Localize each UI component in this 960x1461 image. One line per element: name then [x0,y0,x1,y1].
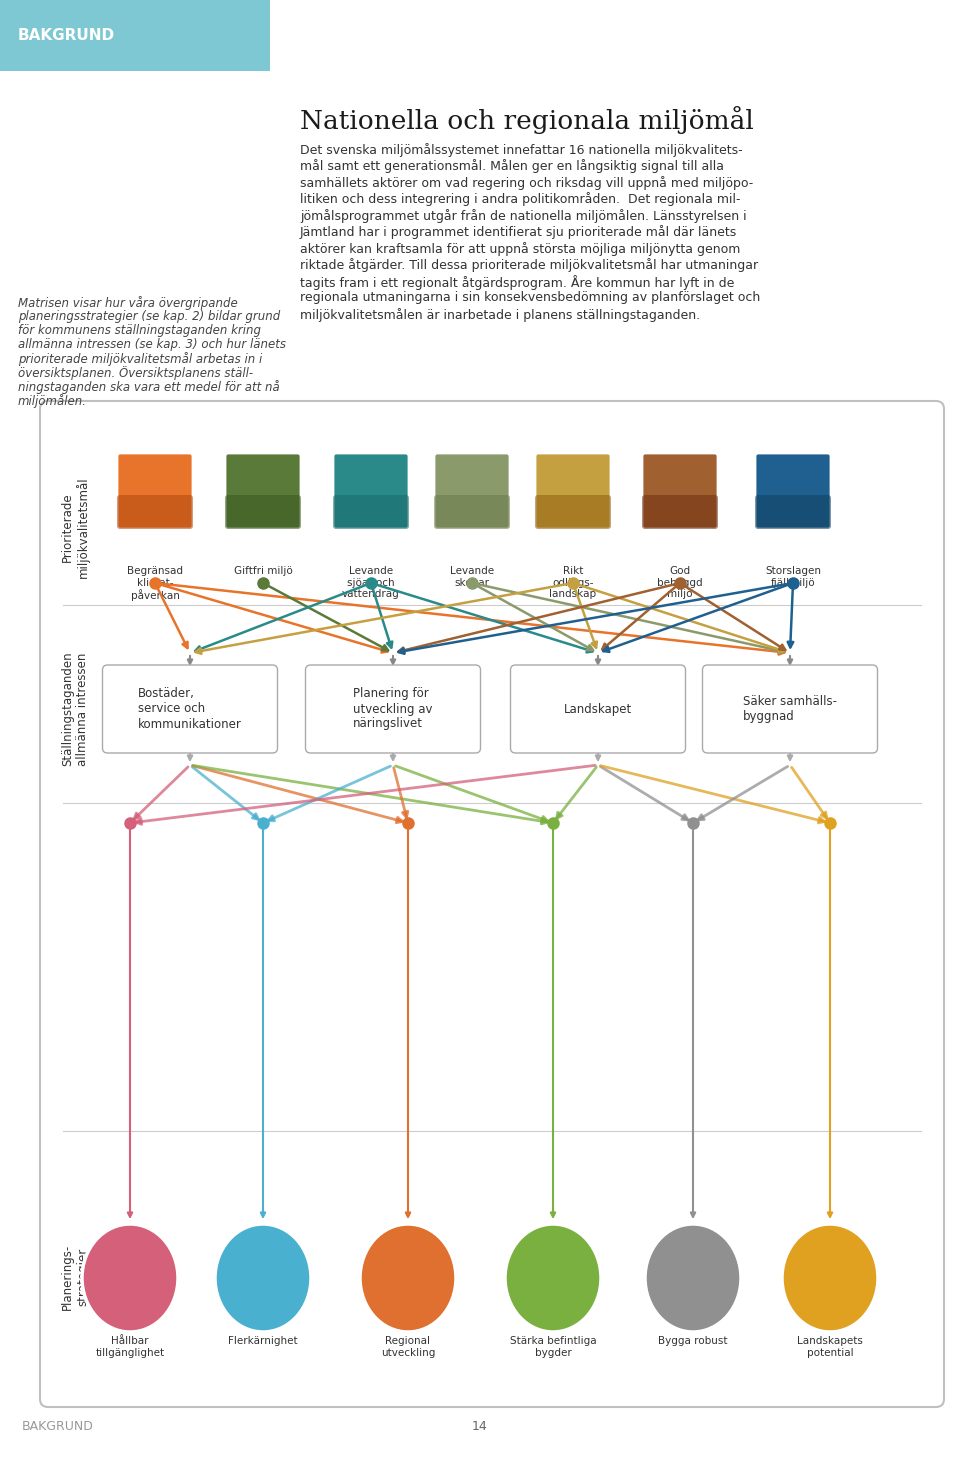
Text: aktörer kan kraftsamla för att uppnå största möjliga miljönytta genom: aktörer kan kraftsamla för att uppnå stö… [300,243,740,256]
Text: tagits fram i ett regionalt åtgärdsprogram. Åre kommun har lyft in de: tagits fram i ett regionalt åtgärdsprogr… [300,275,734,289]
Text: Prioriterade
miljökvalitetsmål: Prioriterade miljökvalitetsmål [60,476,89,577]
FancyBboxPatch shape [434,453,510,529]
Text: mål samt ett generationsmål. Målen ger en långsiktig signal till alla: mål samt ett generationsmål. Målen ger e… [300,159,724,174]
FancyBboxPatch shape [103,665,277,752]
Text: jömålsprogrammet utgår från de nationella miljömålen. Länsstyrelsen i: jömålsprogrammet utgår från de nationell… [300,209,747,224]
Text: Begränsad
klimat-
påverkan: Begränsad klimat- påverkan [127,565,183,602]
Text: regionala utmaningarna i sin konsekvensbedömning av planförslaget och: regionala utmaningarna i sin konsekvensb… [300,292,760,304]
FancyBboxPatch shape [225,453,301,529]
Text: samhällets aktörer om vad regering och riksdag vill uppnå med miljöpo-: samhällets aktörer om vad regering och r… [300,175,754,190]
Text: Ställningstaganden
allmänna intressen: Ställningstaganden allmänna intressen [61,652,89,767]
FancyBboxPatch shape [642,495,718,529]
Ellipse shape [645,1224,741,1332]
Text: Hållbar
tillgänglighet: Hållbar tillgänglighet [95,1335,164,1357]
FancyBboxPatch shape [117,453,193,529]
Text: Bygga robust: Bygga robust [659,1335,728,1346]
Text: BAKGRUND: BAKGRUND [18,28,115,42]
Ellipse shape [82,1224,178,1332]
Text: Stärka befintliga
bygder: Stärka befintliga bygder [510,1335,596,1357]
Text: riktade åtgärder. Till dessa prioriterade miljökvalitetsmål har utmaningar: riktade åtgärder. Till dessa prioriterad… [300,259,758,272]
Text: Giftfri miljö: Giftfri miljö [233,565,293,576]
Text: prioriterade miljökvalitetsmål arbetas in i: prioriterade miljökvalitetsmål arbetas i… [18,352,262,365]
Text: Levande
sjöar och
vattendrag: Levande sjöar och vattendrag [342,565,400,599]
FancyBboxPatch shape [535,453,611,529]
Text: Landskapet: Landskapet [564,703,632,716]
Text: Bostäder,
service och
kommunikationer: Bostäder, service och kommunikationer [138,688,242,730]
Text: Jämtland har i programmet identifierat sju prioriterade mål där länets: Jämtland har i programmet identifierat s… [300,225,737,240]
FancyBboxPatch shape [225,495,301,529]
FancyBboxPatch shape [305,665,481,752]
Text: Landskapets
potential: Landskapets potential [797,1335,863,1357]
Text: Flerkärnighet: Flerkärnighet [228,1335,298,1346]
Text: Levande
skogar: Levande skogar [450,565,494,587]
FancyBboxPatch shape [535,495,611,529]
Text: Nationella och regionala miljömål: Nationella och regionala miljömål [300,107,754,134]
Text: miljökvalitetsmålen är inarbetade i planens ställningstaganden.: miljökvalitetsmålen är inarbetade i plan… [300,308,700,321]
Text: ningstaganden ska vara ett medel för att nå: ningstaganden ska vara ett medel för att… [18,380,279,394]
Text: Rikt
odlings-
landskap: Rikt odlings- landskap [549,565,596,599]
FancyBboxPatch shape [0,0,270,72]
FancyBboxPatch shape [755,495,831,529]
Ellipse shape [360,1224,456,1332]
FancyBboxPatch shape [755,453,831,529]
FancyBboxPatch shape [333,495,409,529]
Text: litiken och dess integrering i andra politikområden.  Det regionala mil-: litiken och dess integrering i andra pol… [300,193,740,206]
FancyBboxPatch shape [642,453,718,529]
Text: Storslagen
fjällmiljö: Storslagen fjällmiljö [765,565,821,587]
Text: God
bebyggd
miljö: God bebyggd miljö [658,565,703,599]
Text: miljömålen.: miljömålen. [18,394,87,408]
Text: Planering för
utveckling av
näringslivet: Planering för utveckling av näringslivet [353,688,433,730]
FancyBboxPatch shape [40,400,944,1407]
FancyBboxPatch shape [434,495,510,529]
Text: allmänna intressen (se kap. 3) och hur länets: allmänna intressen (se kap. 3) och hur l… [18,337,286,351]
Text: översiktsplanen. Översiktsplanens ställ-: översiktsplanen. Översiktsplanens ställ- [18,367,253,380]
Text: för kommunens ställningstaganden kring: för kommunens ställningstaganden kring [18,324,261,337]
Text: 14: 14 [472,1420,488,1433]
FancyBboxPatch shape [703,665,877,752]
FancyBboxPatch shape [333,453,409,529]
Text: Matrisen visar hur våra övergripande: Matrisen visar hur våra övergripande [18,297,238,310]
Text: planeringsstrategier (se kap. 2) bildar grund: planeringsstrategier (se kap. 2) bildar … [18,310,280,323]
Ellipse shape [505,1224,601,1332]
Text: Säker samhälls-
byggnad: Säker samhälls- byggnad [743,695,837,723]
Text: Regional
utveckling: Regional utveckling [381,1335,435,1357]
Ellipse shape [215,1224,311,1332]
Text: Det svenska miljömålssystemet innefattar 16 nationella miljökvalitets-: Det svenska miljömålssystemet innefattar… [300,143,743,156]
Ellipse shape [782,1224,878,1332]
Text: Planerings-
strategier: Planerings- strategier [61,1243,89,1311]
FancyBboxPatch shape [117,495,193,529]
Text: BAKGRUND: BAKGRUND [22,1420,94,1433]
FancyBboxPatch shape [511,665,685,752]
